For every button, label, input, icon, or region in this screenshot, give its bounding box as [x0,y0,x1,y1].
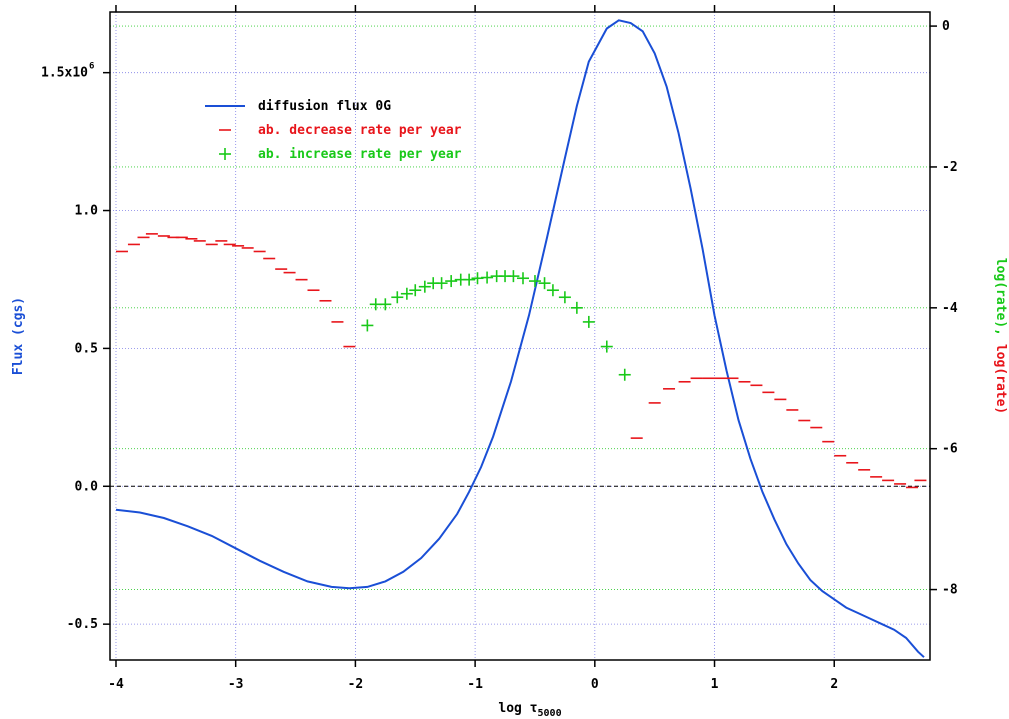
data-point-increase-rate [528,275,541,288]
data-point-increase-rate [538,277,551,290]
data-point-increase-rate [582,315,595,328]
y-left-tick-label: 0.0 [75,479,99,494]
x-tick-label: -3 [228,677,244,692]
data-point-increase-rate [445,275,458,288]
series-line-diffusion-flux [115,19,925,658]
data-point-increase-rate [600,340,613,353]
x-tick-label: -1 [467,677,483,692]
data-point-increase-rate [418,280,431,293]
y-left-tick-label: 1.5x10 [41,66,88,81]
data-point-increase-rate [400,287,413,300]
y-left-tick-label: 1.0 [75,204,99,219]
data-point-increase-rate [481,271,494,284]
x-tick-label: 2 [830,677,838,692]
y-right-tick-label: -8 [942,583,958,598]
y-right-tick-label: -4 [942,301,958,316]
ticks-layer: -4 -3 -2 -1 0 1 2 -0.5 0.0 0.5 1.0 1.5x10 6 -8 -6 -4 -2 0 [41,5,958,692]
y-axis-right-title-red: log(rate) [993,344,1008,414]
data-point-increase-rate [546,284,559,297]
legend-label: ab. increase rate per year [258,147,462,162]
x-tick-label: -4 [108,677,124,692]
legend-item: ab. increase rate per year [219,147,462,162]
x-tick-label: 1 [711,677,719,692]
y-axis-right-title-green: log(rate), [993,258,1008,344]
legend-item: ab. decrease rate per year [219,123,462,138]
data-point-increase-rate [379,298,392,311]
data-point-increase-rate [463,273,476,286]
x-tick-label: 0 [591,677,599,692]
data-point-increase-rate [507,270,520,283]
data-point-increase-rate [361,319,374,332]
x-axis-title-main: log τ [498,701,537,716]
y-axis-left-title: Flux (cgs) [11,297,26,375]
legend-item: diffusion flux 0G [205,99,391,114]
legend-label: diffusion flux 0G [258,99,391,114]
data-point-increase-rate [618,368,631,381]
data-point-increase-rate [435,277,448,290]
x-axis-title: log τ5000 [498,701,561,719]
y-left-tick-label: 0.5 [75,341,98,356]
series-layer [115,19,927,658]
y-right-tick-label: -6 [942,442,958,457]
data-point-increase-rate [391,291,404,304]
x-axis-title-subscript: 5000 [538,708,562,719]
data-point-increase-rate [516,272,529,285]
y-left-tick-label: -0.5 [67,617,98,632]
plot-frame [109,11,931,661]
y-right-tick-label: -2 [942,160,958,175]
y-left-exponent: 6 [89,62,94,72]
data-point-increase-rate [409,284,422,297]
legend: diffusion flux 0G ab. decrease rate per y… [205,99,462,162]
y-axis-right-title: log(rate), log(rate) [993,258,1008,415]
grid-layer [110,12,930,660]
y-right-tick-label: 0 [942,19,950,34]
data-point-increase-rate [558,291,571,304]
legend-label: ab. decrease rate per year [258,123,462,138]
x-tick-label: -2 [348,677,364,692]
data-point-increase-rate [570,301,583,314]
